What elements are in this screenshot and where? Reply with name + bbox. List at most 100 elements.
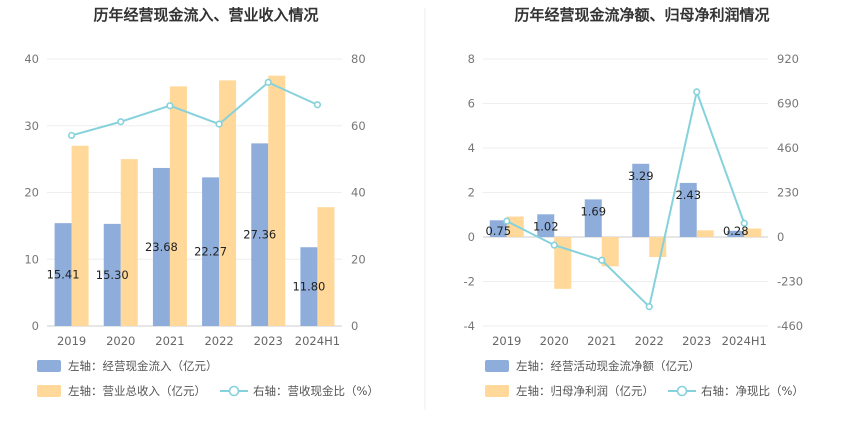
line-point [166,102,174,110]
y-left-tick-label: 0 [32,319,39,333]
y-right-tick-label: 60 [351,119,366,133]
chart-title: 历年经营现金流净额、归母净利润情况 [514,6,769,24]
series-line [506,88,746,309]
y-right-tick-label: 690 [777,97,799,111]
data-label: 2.43 [675,188,701,202]
series-line [71,81,318,137]
y-left-tick-label: 30 [24,119,39,133]
x-tick-label: 2023 [682,334,711,348]
chart-cashflow-inflow-vs-revenue: 历年经营现金流入、营业收入情况 0 10 20 30 40 0 20 40 60 80 15.41 15… [24,6,379,398]
line-point [313,101,322,109]
line-point [67,131,76,140]
legend-label: 左轴：归母净利润（亿元） [516,384,654,398]
y-left-tick-label: 10 [24,252,39,266]
bar-secondary [71,145,89,326]
bar-primary [54,223,72,326]
bar-secondary [317,207,335,326]
x-tick-label: 2022 [204,334,233,348]
line-point [503,217,511,225]
bar-secondary [120,159,138,326]
x-tick-label: 2019 [57,334,86,348]
chart-net-cashflow-vs-net-profit: 历年经营现金流净额、归母净利润情况 -4 -2 0 2 4 6 8 -460 -230 0 230 46… [464,6,804,398]
legend-swatch [37,385,61,397]
y-right-tick-label: 0 [351,319,358,333]
y-right-tick-label: 230 [777,186,799,200]
x-tick-label: 2021 [587,334,616,348]
line-point [740,219,748,227]
line-point [645,303,653,311]
y-right-tick-label: 0 [777,230,784,244]
bar-primary [251,143,269,326]
legend-label: 左轴：营业总收入（亿元） [68,384,206,398]
y-right-tick-label: -230 [777,275,803,289]
chart-title: 历年经营现金流入、营业收入情况 [93,6,318,24]
x-tick-label: 2024H1 [295,334,340,348]
y-right-tick-label: 460 [777,141,799,155]
bar-primary [300,247,318,326]
line-point [693,88,701,96]
x-tick-label: 2024H1 [722,334,767,348]
legend-swatch-marker [676,385,688,397]
x-tick-label: 2020 [540,334,569,348]
bar-primary [679,182,697,237]
data-label: 3.29 [628,169,654,183]
y-left-tick-label: 0 [468,230,475,244]
data-label: 15.30 [96,268,129,282]
x-tick-label: 2022 [635,334,664,348]
bar-primary [152,167,170,326]
y-left-tick-label: 20 [24,186,39,200]
line-point [215,120,223,128]
x-tick-label: 2019 [492,334,521,348]
bar-primary [489,220,507,237]
legend-swatch [485,360,509,372]
bar-primary [103,223,121,326]
legend-swatch [485,385,509,397]
y-left-tick-label: 8 [468,52,475,66]
data-label: 1.69 [580,204,606,218]
bar-secondary [744,228,762,237]
bar-secondary [696,230,714,237]
y-left-tick-label: 2 [468,186,475,200]
data-label: 0.75 [485,224,511,238]
y-left-tick-label: -2 [464,275,475,289]
data-label: 1.02 [533,219,559,233]
legend-label: 左轴：经营现金流入（亿元） [68,359,218,373]
y-left-tick-label: 4 [468,141,475,155]
legend-swatch-marker [228,385,240,397]
line-point [117,118,125,126]
y-right-tick-label: 80 [351,52,366,66]
y-right-tick-label: 20 [351,252,366,266]
line-point [550,241,558,249]
x-tick-label: 2020 [106,334,135,348]
legend-label: 右轴：营收现金比（%） [253,384,379,398]
line-point [264,78,272,86]
bar-secondary [169,86,187,327]
bar-primary [202,177,220,326]
data-label: 22.27 [194,245,227,259]
data-label: 23.68 [145,240,178,254]
legend-swatch [37,360,61,372]
x-tick-label: 2021 [155,334,184,348]
data-label: 15.41 [47,268,80,282]
bar-secondary [268,75,286,326]
bar-secondary [506,216,524,237]
data-label: 27.36 [243,228,276,242]
bar-primary [584,199,602,237]
bar-primary [537,214,555,237]
y-right-tick-label: 920 [777,52,799,66]
bar-primary [632,163,650,237]
y-left-tick-label: -4 [464,319,475,333]
y-left-tick-label: 40 [24,52,39,66]
y-right-tick-label: -460 [777,319,803,333]
data-label: 0.28 [723,224,749,238]
legend-label: 左轴：经营活动现金流净额（亿元） [516,359,700,373]
data-label: 11.80 [292,280,325,294]
bar-primary [727,230,745,237]
x-tick-label: 2023 [254,334,283,348]
bar-secondary [219,80,237,326]
y-right-tick-label: 40 [351,186,366,200]
bar-secondary [601,237,619,267]
legend-label: 右轴：净现比（%） [701,384,804,398]
y-left-tick-label: 6 [468,97,475,111]
